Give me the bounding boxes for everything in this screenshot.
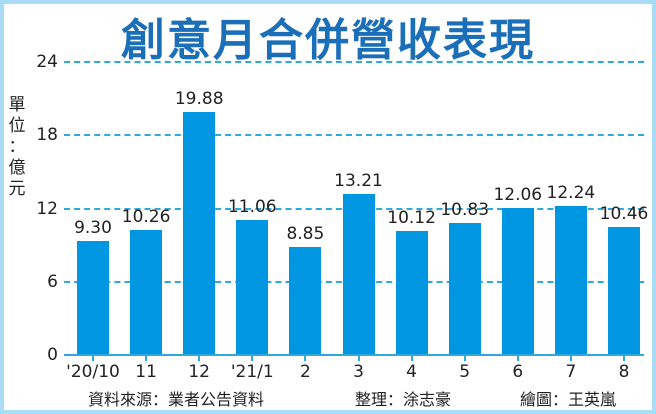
x-tick (198, 356, 201, 361)
bar (236, 219, 269, 355)
unit-char: 元 (8, 179, 26, 199)
x-tick (569, 356, 572, 361)
x-tick (410, 356, 413, 361)
y-tick-label: 0 (47, 345, 58, 365)
x-tick (92, 356, 94, 361)
x-tick-label: '20/10 (66, 362, 120, 382)
x-tick (304, 356, 307, 361)
x-tick-label: 5 (459, 362, 471, 382)
x-tick-label: 11 (135, 362, 157, 382)
x-tick (145, 356, 148, 361)
y-tick-label: 24 (36, 52, 58, 72)
bar-value-label: 9.30 (74, 218, 112, 239)
footer-source: 資料來源：業者公告資料 (88, 390, 265, 409)
gridline (64, 134, 644, 137)
y-tick-label: 18 (36, 125, 58, 146)
x-tick (516, 356, 519, 361)
bar-value-label: 10.46 (599, 204, 649, 225)
gridline (64, 61, 644, 63)
x-tick-label: 4 (406, 362, 417, 382)
unit-char: 位 (8, 116, 26, 136)
footer-artist: 繪圖：王英嵐 (520, 390, 617, 409)
x-tick (623, 356, 625, 361)
unit-char: 單 (8, 95, 26, 115)
bar-value-label: 12.06 (493, 184, 543, 205)
bar (501, 207, 534, 355)
unit-char: 億 (8, 158, 26, 178)
bar-value-label: 8.85 (286, 223, 325, 244)
footer-editor: 整理：涂志豪 (355, 390, 452, 409)
bar (448, 222, 481, 355)
x-tick-label: '21/1 (230, 362, 274, 382)
unit-char: ： (8, 137, 26, 157)
y-tick-label: 12 (36, 198, 58, 219)
y-axis-unit-label: 單 位 ： 億 元 (6, 95, 28, 200)
bar-value-label: 10.26 (121, 206, 171, 227)
bar-value-label: 10.83 (440, 199, 490, 220)
bar-value-label: 19.88 (174, 89, 224, 110)
bar (289, 246, 322, 355)
x-axis-line (64, 354, 644, 356)
x-tick-label: 6 (512, 362, 524, 382)
x-tick-label: 8 (618, 362, 630, 382)
bar-value-label: 12.24 (546, 182, 596, 203)
x-tick (251, 356, 254, 361)
bar (183, 112, 216, 355)
bar-value-label: 13.21 (334, 170, 383, 191)
bar (130, 229, 163, 355)
bar (395, 231, 428, 355)
bar-value-label: 11.06 (227, 196, 277, 217)
bar (77, 241, 109, 355)
x-tick (463, 356, 466, 361)
x-tick-label: 12 (188, 362, 210, 382)
chart-title: 創意月合併營收表現 (121, 15, 535, 66)
x-tick (357, 356, 360, 361)
x-tick-label: 7 (565, 362, 577, 382)
y-tick-label: 6 (47, 271, 58, 292)
bar (342, 193, 375, 355)
x-tick-label: 3 (353, 362, 364, 382)
x-tick-label: 2 (299, 362, 311, 382)
bar-value-label: 10.12 (387, 208, 436, 229)
bar (608, 227, 640, 355)
bar (554, 205, 587, 355)
